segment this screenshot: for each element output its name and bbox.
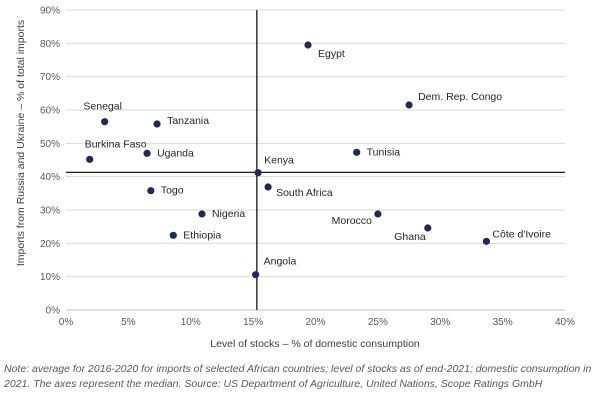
point-label: Tanzania bbox=[167, 115, 209, 127]
point-label: South Africa bbox=[276, 187, 333, 199]
y-tick-label: 30% bbox=[40, 206, 60, 217]
data-point bbox=[86, 155, 94, 163]
x-tick-label: 5% bbox=[121, 317, 136, 328]
point-label: Togo bbox=[161, 185, 184, 197]
data-point bbox=[254, 169, 262, 177]
data-point bbox=[374, 210, 382, 218]
x-tick-label: 20% bbox=[305, 317, 325, 328]
y-axis-ticks: 0% 10% 20% 30% 40% 50% 60% 70% 80% 90% bbox=[40, 6, 60, 317]
y-tick-label: 50% bbox=[40, 139, 60, 150]
y-tick-label: 20% bbox=[40, 239, 60, 250]
data-point bbox=[143, 149, 151, 157]
y-tick-label: 70% bbox=[40, 72, 60, 83]
x-tick-label: 15% bbox=[243, 317, 263, 328]
data-point bbox=[101, 118, 109, 126]
x-axis-label: Level of stocks – % of domestic consumpt… bbox=[210, 338, 420, 350]
y-tick-label: 0% bbox=[46, 306, 61, 317]
y-tick-label: 10% bbox=[40, 272, 60, 283]
point-label: Dem. Rep. Congo bbox=[418, 91, 502, 103]
point-labels: Egypt Dem. Rep. Congo Senegal Tanzania Burki… bbox=[83, 48, 551, 268]
point-label: Burkina Faso bbox=[85, 138, 147, 150]
data-point bbox=[482, 237, 491, 245]
data-point bbox=[264, 183, 272, 191]
x-tick-label: 25% bbox=[368, 317, 388, 328]
x-tick-label: 10% bbox=[181, 317, 201, 328]
x-tick-label: 40% bbox=[555, 317, 575, 328]
point-label: Senegal bbox=[83, 101, 122, 113]
data-point bbox=[252, 271, 260, 279]
data-point bbox=[353, 148, 361, 156]
point-label: Egypt bbox=[318, 48, 345, 60]
data-points bbox=[86, 41, 491, 279]
data-point bbox=[153, 120, 161, 128]
point-label: Uganda bbox=[157, 147, 194, 159]
data-point bbox=[424, 224, 432, 232]
point-label: Ethiopia bbox=[183, 229, 221, 241]
point-label: Angola bbox=[264, 256, 297, 268]
y-axis-label: Imports from Russia and Ukraine – % of t… bbox=[15, 20, 27, 266]
median-lines bbox=[66, 10, 565, 310]
y-tick-label: 40% bbox=[40, 172, 60, 183]
data-point bbox=[198, 210, 206, 218]
data-point bbox=[169, 231, 177, 239]
x-tick-label: 0% bbox=[59, 317, 74, 328]
data-point bbox=[304, 41, 312, 49]
point-label: Côte d'Ivoire bbox=[492, 228, 551, 240]
x-axis-ticks: 0% 5% 10% 15% 20% 25% 30% 35% 40% bbox=[59, 317, 575, 328]
point-label: Kenya bbox=[264, 155, 294, 167]
y-tick-label: 60% bbox=[40, 106, 60, 117]
data-point bbox=[147, 187, 155, 195]
y-tick-label: 80% bbox=[40, 39, 60, 50]
point-label: Tunisia bbox=[367, 146, 401, 158]
gridlines bbox=[66, 9, 565, 311]
point-label: Nigeria bbox=[212, 208, 245, 220]
scatter-chart: 0% 5% 10% 15% 20% 25% 30% 35% 40% 0% 10% 20% 30% 40%… bbox=[15, 6, 575, 351]
x-tick-label: 30% bbox=[430, 317, 450, 328]
point-label: Ghana bbox=[394, 231, 426, 243]
x-tick-label: 35% bbox=[493, 317, 513, 328]
data-point bbox=[405, 101, 413, 109]
point-label: Morocco bbox=[332, 215, 372, 227]
footnote: Note: average for 2016-2020 for imports … bbox=[4, 363, 592, 390]
y-tick-label: 90% bbox=[40, 6, 60, 17]
